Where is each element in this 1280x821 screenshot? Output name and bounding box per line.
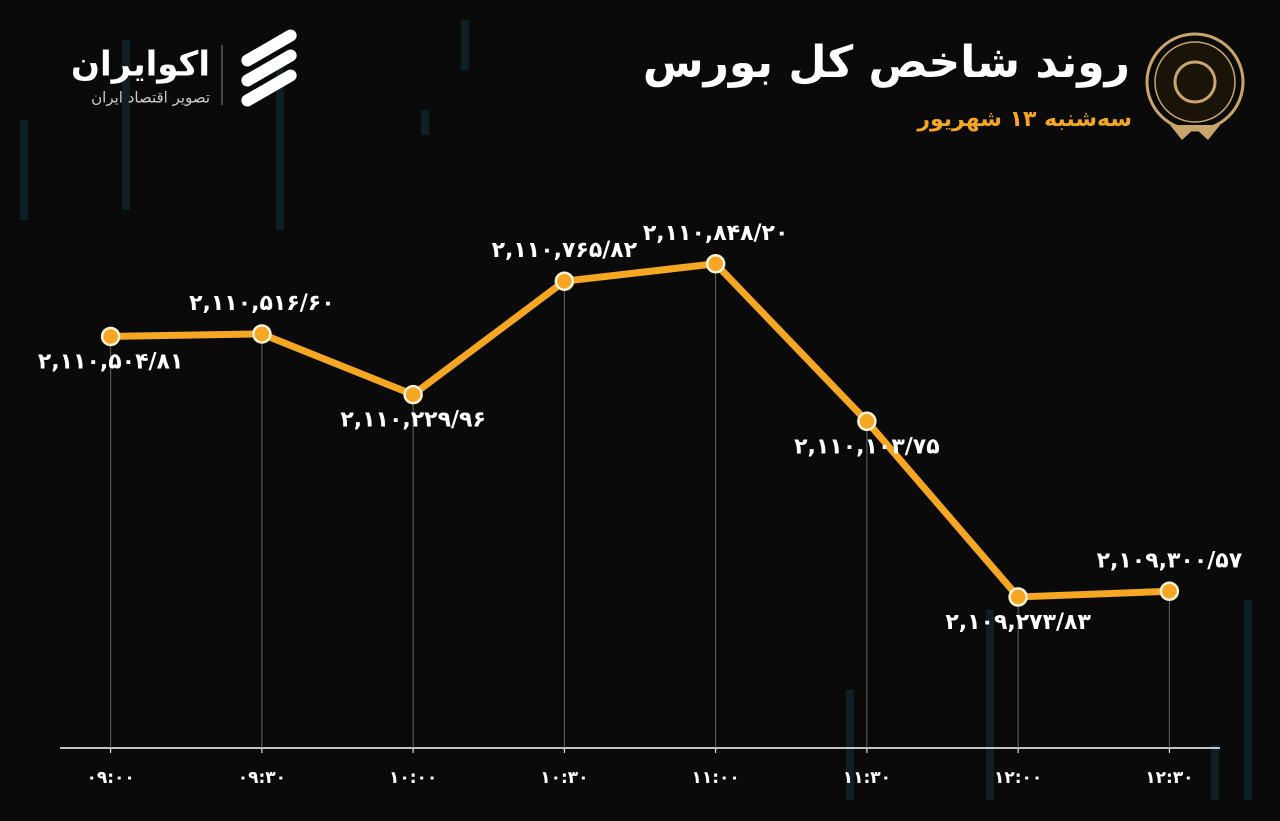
data-point bbox=[403, 384, 423, 405]
chart-title: روند شاخص کل بورس bbox=[643, 37, 1130, 88]
data-point bbox=[100, 326, 121, 347]
x-tick-label: ۱۲:۰۰ bbox=[994, 768, 1042, 788]
x-tick-label: ۱۲:۳۰ bbox=[1145, 768, 1193, 788]
value-label: ۲,۱۱۰,۸۴۸/۲۰ bbox=[643, 221, 789, 246]
value-label: ۲,۱۱۰,۵۰۴/۸۱ bbox=[38, 349, 184, 374]
data-point bbox=[554, 271, 575, 291]
brand-name: اکوایران bbox=[71, 45, 210, 85]
x-tick-label: ۱۰:۳۰ bbox=[540, 768, 588, 788]
value-label: ۲,۱۰۹,۳۰۰/۵۷ bbox=[1097, 548, 1243, 573]
x-tick-label: ۰۹:۰۰ bbox=[86, 768, 134, 788]
value-label: ۲,۱۰۹,۲۷۳/۸۳ bbox=[945, 610, 1091, 635]
chart-subtitle: سه‌شنبه ۱۳ شهریور bbox=[916, 107, 1132, 132]
brand-tagline: تصویر اقتصاد ایران bbox=[91, 89, 210, 107]
x-tick-label: ۱۰:۰۰ bbox=[389, 768, 437, 788]
value-label: ۲,۱۱۰,۲۲۹/۹۶ bbox=[340, 408, 486, 433]
data-point bbox=[1008, 587, 1028, 607]
data-point bbox=[857, 411, 877, 432]
background-candles bbox=[20, 20, 1252, 800]
data-point bbox=[1159, 581, 1180, 602]
data-line bbox=[110, 260, 1170, 601]
brand-logo bbox=[221, 29, 297, 107]
value-label: ۲,۱۱۰,۷۶۵/۸۲ bbox=[492, 238, 638, 263]
value-label: ۲,۱۱۰,۵۱۶/۶۰ bbox=[189, 291, 335, 316]
x-tick-label: ۱۱:۳۰ bbox=[843, 768, 891, 788]
data-point bbox=[705, 254, 726, 274]
x-tick-label: ۰۹:۳۰ bbox=[238, 768, 286, 788]
x-tick-label: ۱۱:۰۰ bbox=[691, 768, 739, 788]
value-label: ۲,۱۱۰,۱۰۳/۷۵ bbox=[794, 434, 940, 459]
emblem bbox=[1145, 32, 1245, 140]
data-point bbox=[252, 324, 272, 344]
